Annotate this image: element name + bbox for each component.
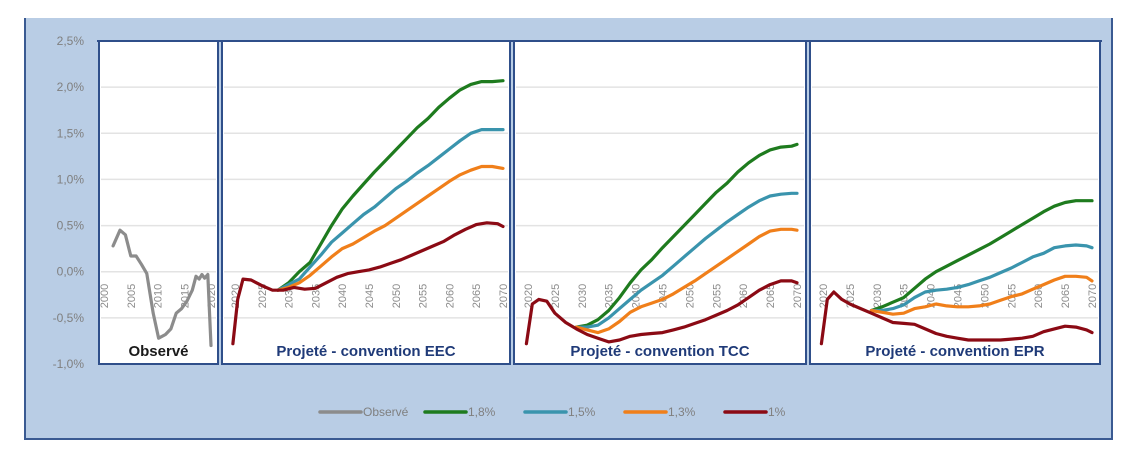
panel-background — [810, 41, 1100, 364]
x-tick-label: 2055 — [711, 284, 723, 308]
x-tick-label: 2070 — [1087, 284, 1099, 308]
x-tick-label: 2035 — [604, 284, 616, 308]
panel-title: Projeté - convention EPR — [865, 343, 1044, 360]
x-tick-label: 2045 — [953, 284, 965, 308]
x-tick-label: 2065 — [1060, 284, 1072, 308]
series-line-13 — [276, 164, 505, 292]
y-tick-label: -0,5% — [53, 311, 85, 325]
legend-label: 1,8% — [468, 405, 496, 419]
y-tick-label: -1,0% — [53, 357, 85, 371]
x-tick-label: 2065 — [765, 284, 777, 308]
x-tick-label: 2040 — [337, 284, 349, 308]
y-tick-label: 1,0% — [57, 172, 85, 186]
panel-title: Observé — [128, 343, 188, 360]
y-tick-label: 0,0% — [57, 265, 85, 279]
series-line-15 — [276, 128, 505, 292]
legend-label: 1,5% — [568, 405, 596, 419]
series-line-1 — [524, 279, 799, 346]
x-tick-label: 2065 — [471, 284, 483, 308]
y-tick-label: 1,5% — [57, 126, 85, 140]
panel-background — [222, 41, 510, 364]
x-tick-label: 2050 — [979, 284, 991, 308]
x-tick-label: 2070 — [498, 284, 510, 308]
x-tick-label: 2045 — [364, 284, 376, 308]
x-tick-label: 2060 — [444, 284, 456, 308]
x-tick-label: 2050 — [391, 284, 403, 308]
series-line-15 — [869, 243, 1094, 313]
y-tick-label: 2,0% — [57, 80, 85, 94]
x-tick-label: 2045 — [658, 284, 670, 308]
legend-label: Observé — [363, 405, 409, 419]
series-line-18 — [869, 199, 1094, 313]
legend-label: 1,3% — [668, 405, 696, 419]
x-tick-label: 2015 — [179, 284, 191, 308]
x-tick-label: 2070 — [792, 284, 804, 308]
x-tick-label: 2025 — [550, 284, 562, 308]
x-tick-label: 2005 — [126, 284, 138, 308]
series-line-13 — [574, 227, 799, 335]
panel-title: Projeté - convention TCC — [570, 343, 749, 360]
x-tick-label: 2030 — [577, 284, 589, 308]
panel-title: Projeté - convention EEC — [276, 343, 455, 360]
series-line-observ — [111, 228, 213, 348]
series-line-15 — [574, 191, 799, 329]
legend-label: 1% — [768, 405, 786, 419]
y-tick-label: 0,5% — [57, 219, 85, 233]
x-tick-label: 2060 — [1033, 284, 1045, 308]
series-line-18 — [574, 142, 799, 329]
series-line-1 — [819, 290, 1094, 346]
x-tick-label: 2050 — [684, 284, 696, 308]
x-tick-label: 2025 — [257, 284, 269, 308]
series-line-18 — [276, 79, 505, 292]
x-tick-label: 2000 — [99, 284, 111, 308]
y-tick-label: 2,5% — [57, 34, 85, 48]
series-line-1 — [231, 221, 505, 346]
x-tick-label: 2055 — [418, 284, 430, 308]
x-tick-label: 2020 — [523, 284, 535, 308]
series-line-13 — [869, 274, 1094, 316]
x-tick-label: 2030 — [872, 284, 884, 308]
panel-background — [99, 41, 218, 364]
x-tick-label: 2010 — [153, 284, 165, 308]
